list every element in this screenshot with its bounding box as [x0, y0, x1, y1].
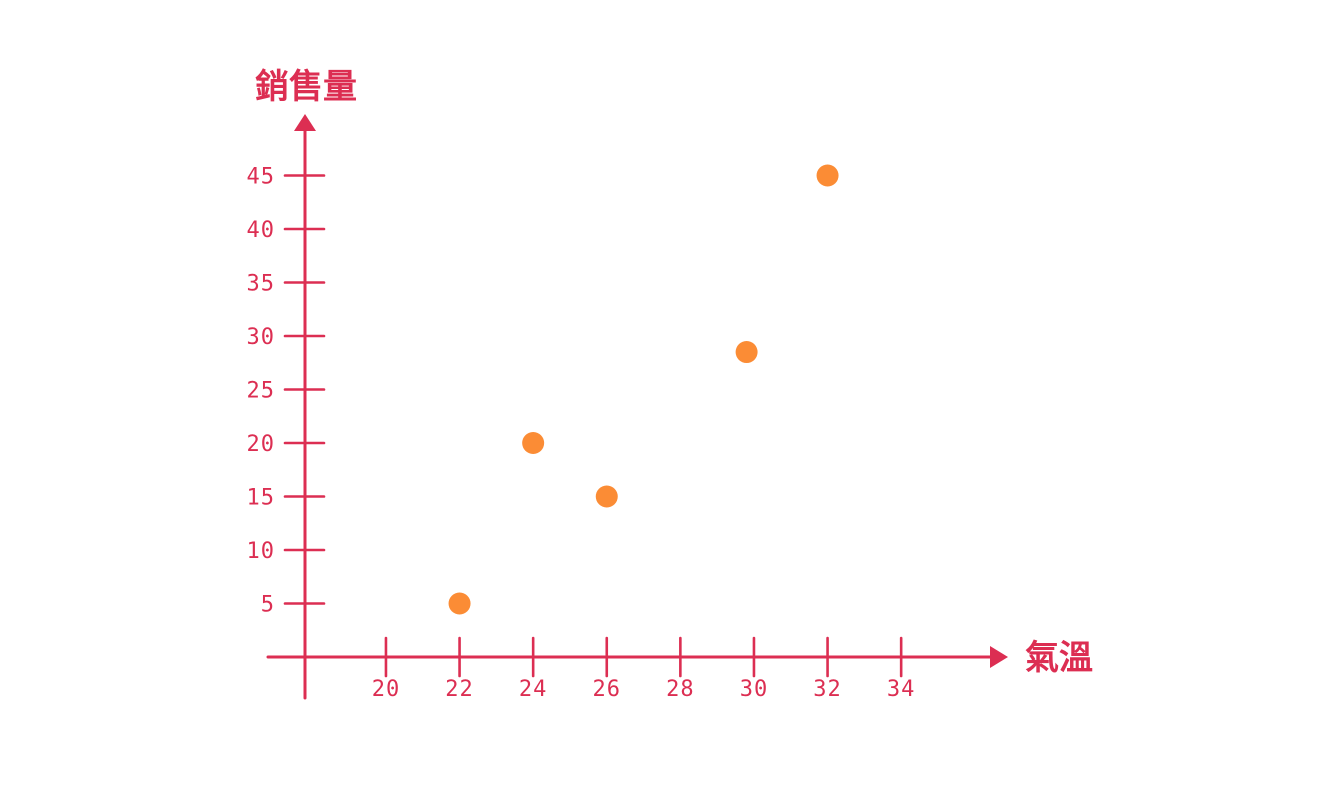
- y-tick-label: 35: [247, 272, 276, 297]
- axes: [266, 114, 1008, 700]
- x-tick-label: 22: [445, 677, 474, 702]
- x-axis-title: 氣溫: [1025, 638, 1093, 678]
- y-axis-arrow: [294, 114, 316, 131]
- x-tick-label: 28: [666, 677, 695, 702]
- y-tick-label: 10: [247, 539, 276, 564]
- scatter-point: [522, 432, 545, 454]
- scatter-point: [816, 164, 839, 187]
- x-tick-label: 34: [887, 677, 916, 702]
- y-tick-label: 25: [247, 379, 276, 404]
- y-tick-label: 20: [247, 432, 276, 457]
- x-axis-arrow: [990, 646, 1008, 668]
- y-tick-label: 5: [261, 593, 275, 618]
- y-tick-label: 30: [247, 325, 276, 350]
- y-axis-title: 銷售量: [255, 67, 357, 107]
- data-points: [448, 164, 839, 615]
- x-tick-label: 24: [519, 677, 548, 702]
- y-tick-label: 40: [247, 218, 276, 243]
- scatter-point: [448, 592, 471, 615]
- y-tick-label: 15: [247, 486, 276, 511]
- scatter-point: [595, 485, 618, 508]
- x-tick-label: 20: [372, 677, 401, 702]
- y-tick-label: 45: [247, 165, 276, 190]
- scatter-point: [735, 341, 758, 364]
- ticks: 5 10 15 20 25 30 35 40 45 20 22 24 26 28 30 32 34: [247, 165, 916, 703]
- x-tick-label: 32: [813, 677, 842, 702]
- x-tick-label: 26: [593, 677, 622, 702]
- x-tick-label: 30: [740, 677, 769, 702]
